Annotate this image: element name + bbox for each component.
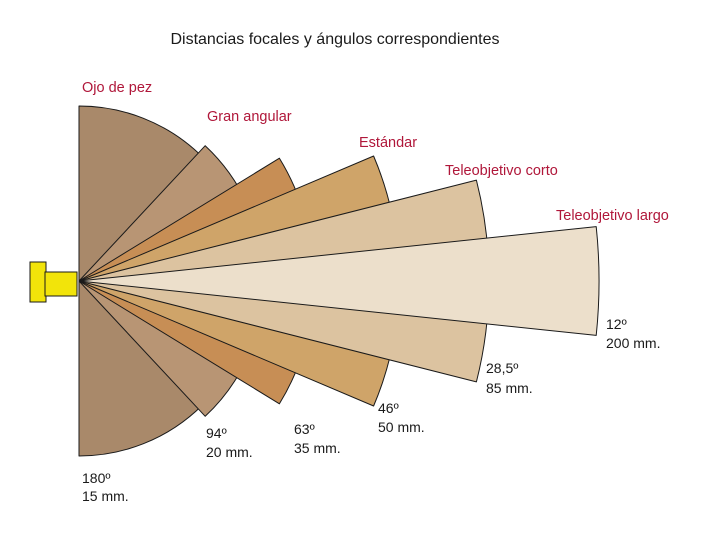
focal-label-50: 50 mm.	[378, 419, 425, 435]
angle-label-12: 12º	[606, 316, 627, 332]
focal-label-15: 15 mm.	[82, 488, 129, 504]
focal-label-85: 85 mm.	[486, 380, 533, 396]
label-estandar: Estándar	[359, 135, 417, 151]
angle-label-94: 94º	[206, 425, 227, 441]
angle-label-63: 63º	[294, 421, 315, 437]
diagram-title: Distancias focales y ángulos correspondi…	[170, 31, 499, 48]
angle-label-46: 46º	[378, 400, 399, 416]
label-gran-angular: Gran angular	[207, 109, 292, 125]
camera-lens	[44, 271, 78, 297]
camera-icon	[29, 261, 78, 303]
camera-body	[29, 261, 47, 303]
focal-label-200: 200 mm.	[606, 335, 660, 351]
angle-fans	[78, 105, 600, 457]
fan-200mm	[78, 226, 600, 336]
angle-label-28-5: 28,5º	[486, 360, 518, 376]
label-teleobjetivo-largo: Teleobjetivo largo	[556, 208, 669, 224]
angle-label-180: 180º	[82, 470, 110, 486]
focal-label-20: 20 mm.	[206, 444, 253, 460]
focal-label-35: 35 mm.	[294, 440, 341, 456]
label-teleobjetivo-corto: Teleobjetivo corto	[445, 163, 558, 179]
label-ojo-de-pez: Ojo de pez	[82, 80, 152, 96]
